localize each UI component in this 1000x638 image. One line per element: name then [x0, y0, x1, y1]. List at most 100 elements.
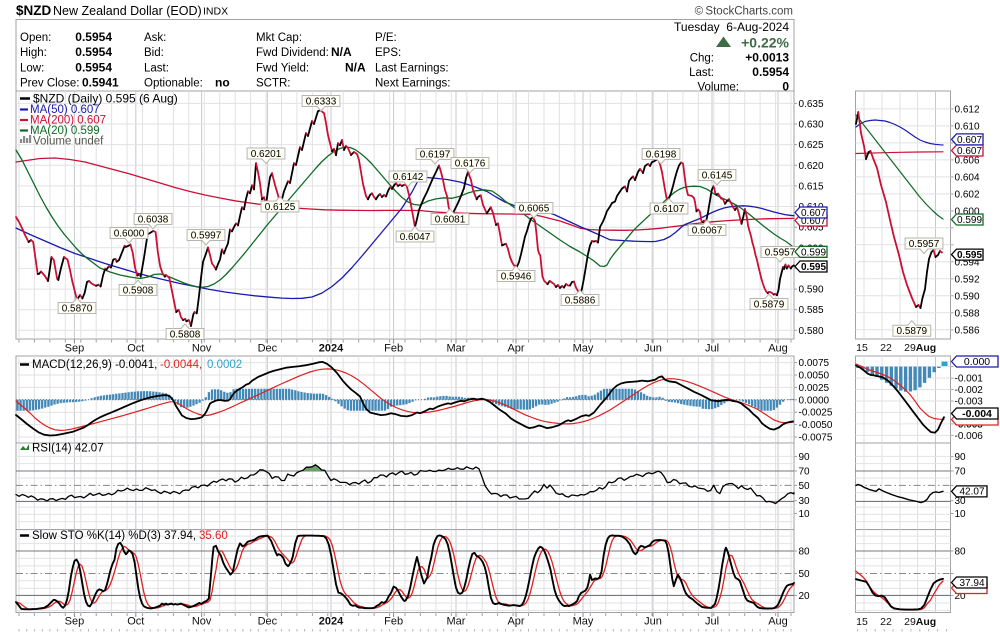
svg-text:0.6000: 0.6000 — [114, 229, 145, 240]
svg-text:90: 90 — [955, 452, 967, 463]
svg-text:Last:: Last: — [144, 62, 169, 74]
svg-text:Oct: Oct — [127, 616, 144, 628]
svg-text:Aug: Aug — [768, 616, 788, 628]
svg-text:Low:: Low: — [20, 62, 44, 74]
svg-text:MA(200) 0.607: MA(200) 0.607 — [30, 115, 106, 127]
svg-text:-0.001: -0.001 — [955, 374, 984, 385]
svg-text:Tuesday 6-Aug-2024: Tuesday 6-Aug-2024 — [674, 20, 789, 34]
svg-text:0.600: 0.600 — [955, 206, 980, 217]
svg-text:Feb: Feb — [384, 343, 403, 355]
svg-text:0.6067: 0.6067 — [692, 226, 723, 237]
svg-text:-0.0044,: -0.0044, — [160, 359, 202, 371]
svg-text:0.612: 0.612 — [955, 104, 980, 115]
svg-text:0.0000: 0.0000 — [799, 395, 830, 406]
svg-text:Dec: Dec — [258, 616, 278, 628]
svg-text:0.0025: 0.0025 — [799, 383, 830, 394]
svg-text:0.5908: 0.5908 — [123, 286, 154, 297]
svg-text:0.5879: 0.5879 — [897, 326, 928, 337]
svg-text:-0.0075: -0.0075 — [799, 433, 833, 444]
svg-text:15: 15 — [856, 342, 868, 354]
svg-text:Next Earnings:: Next Earnings: — [375, 78, 450, 90]
svg-text:0.6198: 0.6198 — [646, 150, 677, 161]
svg-text:70: 70 — [955, 467, 967, 478]
svg-text:© StockCharts.com: © StockCharts.com — [695, 6, 793, 18]
svg-text:0.585: 0.585 — [799, 305, 824, 316]
svg-text:0.6047: 0.6047 — [400, 232, 431, 243]
svg-text:0.580: 0.580 — [799, 326, 824, 337]
svg-text:0.6142: 0.6142 — [393, 172, 424, 183]
svg-text:SCTR:: SCTR: — [256, 78, 291, 90]
svg-text:0.595: 0.595 — [957, 250, 982, 261]
svg-text:Jul: Jul — [705, 616, 719, 628]
svg-text:22: 22 — [880, 616, 892, 628]
svg-text:Mar: Mar — [447, 343, 466, 355]
svg-text:Fwd Yield:: Fwd Yield: — [256, 62, 309, 74]
svg-text:Mkt Cap:: Mkt Cap: — [256, 32, 302, 44]
svg-text:0.590: 0.590 — [799, 285, 824, 296]
svg-text:Aug: Aug — [916, 342, 936, 354]
svg-text:0.590: 0.590 — [955, 291, 980, 302]
svg-text:0.635: 0.635 — [799, 99, 824, 110]
svg-text:0.5870: 0.5870 — [62, 304, 93, 315]
svg-text:20: 20 — [799, 591, 811, 602]
svg-text:Mar: Mar — [447, 616, 466, 628]
svg-text:$NZD: $NZD — [16, 3, 52, 18]
svg-text:0.5957: 0.5957 — [909, 239, 940, 250]
svg-text:2024: 2024 — [319, 616, 344, 628]
svg-text:0.607: 0.607 — [957, 135, 982, 146]
svg-text:0.630: 0.630 — [799, 120, 824, 131]
svg-text:30: 30 — [799, 496, 811, 507]
svg-text:10: 10 — [799, 509, 811, 520]
svg-text:0.6197: 0.6197 — [420, 150, 451, 161]
svg-text:29: 29 — [904, 616, 916, 628]
svg-text:Chg:: Chg: — [690, 53, 714, 65]
svg-text:0.607: 0.607 — [801, 208, 826, 219]
svg-text:0.605: 0.605 — [799, 223, 824, 234]
svg-text:MACD(12,26,9) -0.0041,: MACD(12,26,9) -0.0041, — [32, 359, 157, 371]
svg-text:0.595: 0.595 — [801, 262, 826, 273]
svg-text:Jul: Jul — [705, 343, 719, 355]
svg-text:Nov: Nov — [192, 616, 212, 628]
svg-text:Ask:: Ask: — [144, 32, 166, 44]
svg-text:0.607: 0.607 — [801, 216, 826, 227]
svg-text:MA(20) 0.599: MA(20) 0.599 — [30, 125, 100, 137]
svg-text:0.588: 0.588 — [955, 308, 980, 319]
svg-text:Apr: Apr — [507, 343, 524, 355]
svg-text:0.599: 0.599 — [801, 247, 826, 258]
svg-text:0.5997: 0.5997 — [191, 231, 222, 242]
svg-text:50: 50 — [799, 569, 811, 580]
svg-text:0.6081: 0.6081 — [435, 215, 466, 226]
svg-text:-0.0025: -0.0025 — [799, 408, 833, 419]
svg-text:Fwd Dividend:: Fwd Dividend: — [256, 47, 329, 59]
svg-text:-0.003: -0.003 — [955, 397, 984, 408]
svg-text:0.6201: 0.6201 — [251, 149, 282, 160]
svg-text:Dec: Dec — [258, 343, 278, 355]
svg-text:Optionable:: Optionable: — [144, 78, 203, 90]
svg-text:Oct: Oct — [127, 343, 144, 355]
svg-text:0.5941: 0.5941 — [82, 76, 119, 90]
svg-text:Feb: Feb — [384, 616, 403, 628]
svg-text:0.5954: 0.5954 — [75, 45, 112, 59]
svg-text:P/E:: P/E: — [375, 32, 397, 44]
svg-text:0.5957: 0.5957 — [765, 248, 796, 259]
svg-text:0: 0 — [782, 79, 789, 93]
svg-text:High:: High: — [20, 47, 47, 59]
svg-text:0.0050: 0.0050 — [799, 371, 830, 382]
svg-text:80: 80 — [955, 547, 967, 558]
svg-text:Last:: Last: — [689, 67, 714, 79]
svg-text:0.5879: 0.5879 — [754, 300, 785, 311]
svg-text:EPS:: EPS: — [375, 47, 401, 59]
svg-text:30: 30 — [955, 496, 967, 507]
svg-text:0.5954: 0.5954 — [752, 65, 789, 79]
svg-text:Prev Close:: Prev Close: — [20, 78, 79, 90]
svg-text:-0.0050: -0.0050 — [799, 420, 833, 431]
svg-text:0.6145: 0.6145 — [702, 171, 733, 182]
svg-text:Jun: Jun — [644, 343, 662, 355]
svg-text:N/A: N/A — [345, 60, 366, 74]
svg-text:22: 22 — [880, 342, 892, 354]
svg-text:80: 80 — [799, 547, 811, 558]
svg-text:0.606: 0.606 — [955, 155, 980, 166]
svg-text:New Zealand Dollar (EOD): New Zealand Dollar (EOD) — [53, 4, 202, 18]
svg-text:37.94: 37.94 — [959, 578, 984, 589]
svg-text:+0.22%: +0.22% — [741, 35, 789, 51]
